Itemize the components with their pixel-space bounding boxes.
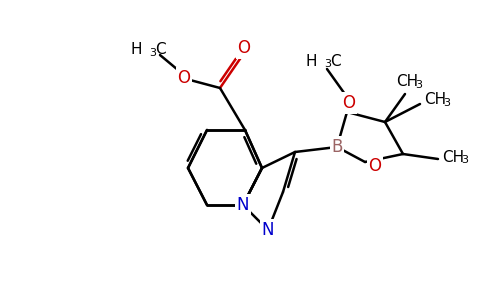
Text: B: B (332, 138, 343, 156)
Text: 3: 3 (415, 80, 422, 90)
Text: CH: CH (442, 149, 464, 164)
Text: C: C (155, 43, 166, 58)
Text: CH: CH (396, 74, 418, 89)
Text: CH: CH (424, 92, 446, 107)
Text: C: C (330, 53, 341, 68)
Text: 3: 3 (324, 59, 331, 69)
Text: H: H (305, 53, 317, 68)
Text: 3: 3 (149, 48, 156, 58)
Text: O: O (368, 157, 381, 175)
Text: N: N (262, 221, 274, 239)
Text: O: O (238, 39, 251, 57)
Text: H: H (131, 43, 142, 58)
Text: 3: 3 (443, 98, 450, 108)
Text: O: O (178, 69, 191, 87)
Text: N: N (237, 196, 249, 214)
Text: 3: 3 (461, 155, 468, 165)
Text: O: O (343, 94, 356, 112)
